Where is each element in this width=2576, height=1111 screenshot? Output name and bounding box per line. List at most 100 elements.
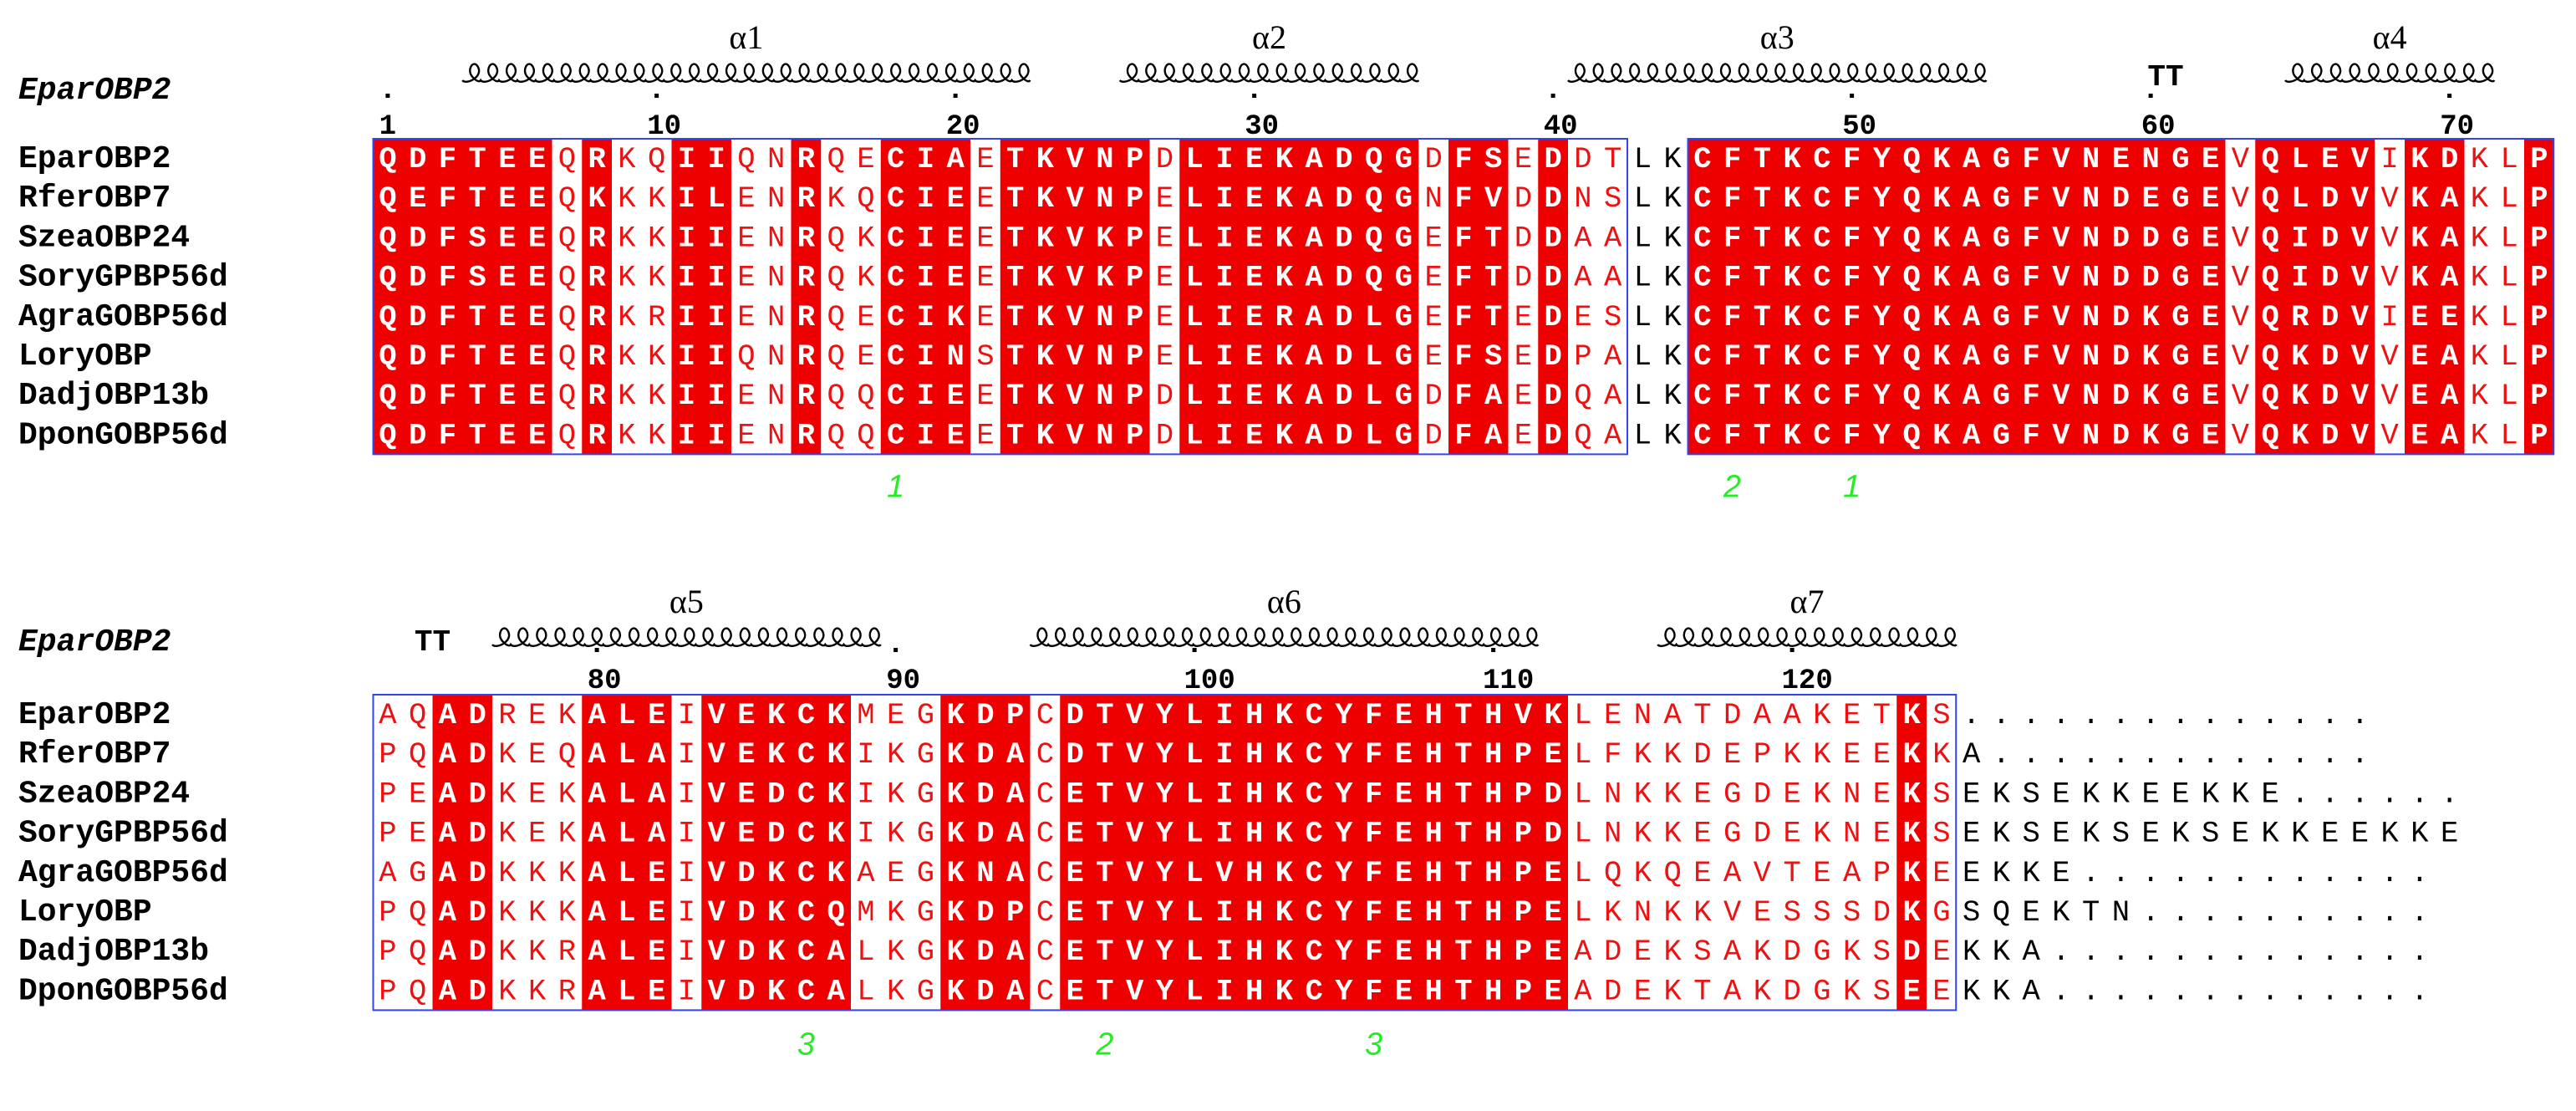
residue: E [2052, 777, 2069, 811]
residue: . [2052, 974, 2069, 1008]
residue: I [1215, 895, 1233, 930]
tick-dot [1252, 94, 1257, 98]
residue: K [2112, 777, 2131, 811]
residue: Y [1335, 737, 1353, 772]
tick-dot [385, 94, 390, 98]
residue: N [767, 142, 785, 176]
residue: I [917, 300, 934, 334]
residue: A [439, 698, 457, 732]
residue: D [409, 418, 426, 452]
residue: T [1873, 698, 1891, 732]
residue: E [946, 261, 964, 295]
sequence-name: RferOBP7 [18, 181, 171, 217]
residue: A [1604, 221, 1622, 255]
residue: I [678, 221, 695, 255]
residue: N [2082, 339, 2100, 374]
residue: K [887, 974, 905, 1008]
residue: . [2082, 737, 2100, 772]
residue: N [767, 261, 785, 295]
residue: R [797, 339, 816, 374]
residue: A [1305, 142, 1323, 176]
residue: D [2112, 339, 2130, 374]
residue: D [2441, 142, 2458, 176]
residue: R [588, 221, 606, 255]
residue: T [1006, 300, 1024, 334]
residue: E [528, 339, 546, 374]
residue: P [2530, 181, 2548, 216]
identity-block [940, 695, 1031, 1011]
residue: C [1305, 856, 1322, 890]
residue: L [1574, 817, 1591, 851]
residue: E [1515, 142, 1532, 176]
residue: . [2321, 698, 2339, 732]
residue: D [2112, 221, 2130, 255]
residue: . [2261, 935, 2278, 969]
residue: L [2500, 300, 2517, 334]
residue: S [2022, 817, 2039, 851]
residue: . [2441, 777, 2458, 811]
residue: G [1993, 300, 2010, 334]
residue: F [1843, 221, 1861, 255]
residue: K [1932, 142, 1951, 176]
residue: R [588, 418, 606, 452]
residue: F [2022, 221, 2039, 255]
residue: N [2082, 300, 2100, 334]
residue: K [1275, 261, 1294, 295]
residue: C [1813, 300, 1830, 334]
residue: F [439, 339, 456, 374]
residue: H [1424, 777, 1442, 811]
residue: K [558, 895, 577, 930]
residue: T [1754, 181, 1771, 216]
residue: . [2261, 974, 2278, 1008]
residue: K [1036, 261, 1055, 295]
residue: D [2321, 379, 2339, 413]
residue: T [1454, 935, 1472, 969]
residue: I [917, 142, 934, 176]
residue: K [1813, 698, 1831, 732]
residue: N [2141, 142, 2159, 176]
residue: F [2022, 418, 2039, 452]
residue: L [1185, 737, 1203, 772]
residue: D [409, 379, 426, 413]
residue: L [1185, 856, 1203, 890]
residue: K [887, 817, 905, 851]
residue: K [1096, 221, 1114, 255]
residue: K [1843, 974, 1861, 1008]
residue: T [468, 339, 486, 374]
residue: Y [1873, 418, 1891, 452]
residue: D [409, 142, 426, 176]
residue: D [1544, 221, 1561, 255]
helix-label: α4 [2373, 18, 2407, 56]
residue: . [1963, 698, 1980, 732]
residue: E [946, 379, 964, 413]
residue: L [1634, 221, 1652, 255]
residue: E [2052, 817, 2069, 851]
residue: K [1663, 935, 1682, 969]
residue: K [2202, 777, 2220, 811]
residue: D [409, 221, 426, 255]
residue: K [1663, 300, 1682, 334]
residue: T [468, 379, 486, 413]
residue: S [1932, 817, 1950, 851]
residue: D [1544, 261, 1561, 295]
residue: L [1185, 261, 1203, 295]
residue: D [468, 777, 486, 811]
residue: D [1335, 181, 1352, 216]
residue: D [767, 777, 785, 811]
residue: A [588, 935, 606, 969]
residue: E [528, 221, 546, 255]
residue: N [767, 181, 785, 216]
residue: K [1783, 379, 1801, 413]
residue: K [1036, 339, 1055, 374]
residue: E [1963, 856, 1980, 890]
residue: I [678, 974, 695, 1008]
residue: E [498, 181, 516, 216]
residue: . [2202, 895, 2219, 930]
residue: K [1604, 895, 1622, 930]
residue: T [1006, 221, 1024, 255]
residue: Q [558, 221, 576, 255]
residue: N [2082, 379, 2100, 413]
residue: E [976, 261, 994, 295]
residue: K [767, 895, 786, 930]
residue: E [2232, 817, 2249, 851]
